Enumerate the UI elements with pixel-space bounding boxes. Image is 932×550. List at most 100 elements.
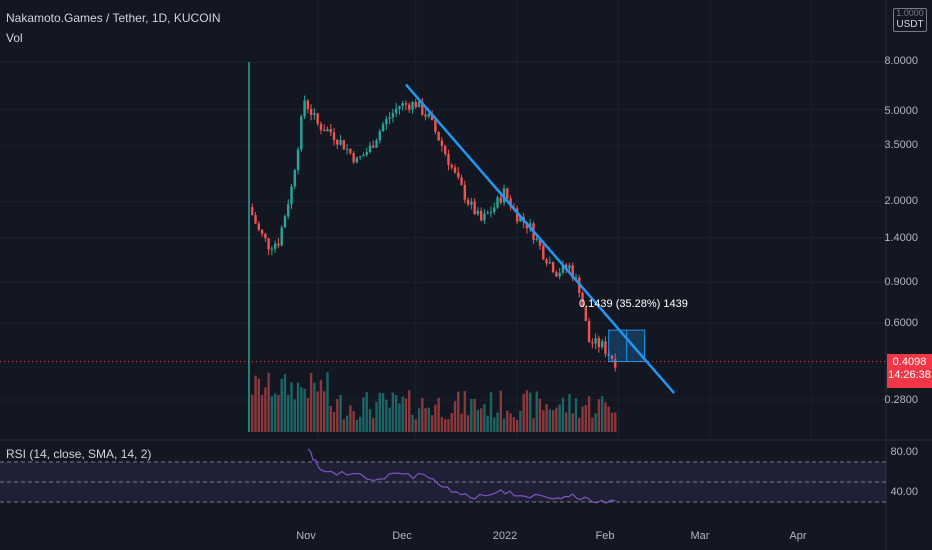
measure-annotation[interactable]: 0.1439 (35.28%) 1439 — [579, 298, 688, 310]
candle-body — [313, 113, 316, 116]
volume-bar — [440, 416, 444, 432]
volume-bar — [561, 397, 565, 432]
candle-body — [375, 140, 378, 148]
candle-body — [319, 123, 323, 130]
volume-bar — [486, 415, 489, 432]
y-tick-label: 0.6000 — [884, 317, 918, 329]
rsi-pane — [0, 448, 886, 504]
volume-bar — [538, 398, 542, 432]
candle-body — [538, 238, 542, 246]
candle-body — [496, 197, 499, 208]
volume-bar — [512, 417, 516, 432]
candle-body — [470, 201, 473, 205]
volume-bar — [476, 409, 480, 432]
volume-bar — [273, 393, 277, 432]
volume-bar — [254, 375, 257, 432]
candle-body — [309, 108, 313, 116]
candle-body — [273, 243, 277, 249]
volume-bar — [283, 374, 287, 432]
volume-bar — [326, 372, 329, 432]
rsi-line — [307, 448, 616, 504]
rsi-tick-label: 80.00 — [890, 446, 918, 458]
candle-body — [444, 145, 447, 154]
x-tick-label: Mar — [690, 530, 710, 542]
volume-bar — [323, 391, 326, 432]
volume-bar — [489, 392, 493, 432]
candle-body — [489, 211, 493, 213]
volume-bar — [270, 396, 274, 432]
candle-body — [342, 140, 346, 150]
candle-body — [300, 116, 303, 150]
candle-body — [336, 139, 339, 145]
volume-bar — [535, 391, 538, 432]
volume-bar — [610, 412, 614, 432]
volume-bar — [607, 406, 610, 432]
candle-body — [453, 167, 457, 173]
volume-bar — [336, 399, 339, 432]
volume-bar — [532, 418, 535, 432]
candle-body — [296, 149, 300, 171]
volume-bar — [587, 396, 591, 432]
candle-body — [535, 238, 538, 240]
volume-bar — [267, 372, 270, 432]
volume-bar — [329, 405, 332, 432]
x-tick-label: Apr — [789, 530, 807, 542]
candle-body — [542, 245, 545, 260]
volume-bar — [581, 406, 584, 432]
volume-bar — [558, 404, 561, 432]
volume-bar — [355, 419, 359, 432]
candle-body — [457, 172, 460, 178]
candle-body — [463, 184, 467, 200]
volume-bar — [434, 404, 437, 432]
volume-bar — [466, 415, 470, 432]
candle-body — [466, 199, 470, 205]
rsi-tick-label: 40.00 — [890, 486, 918, 498]
volume-bar — [417, 408, 421, 432]
candle-body — [493, 207, 496, 212]
volume-bar — [257, 378, 261, 432]
candle-body — [427, 113, 431, 117]
volume-bar — [421, 397, 424, 432]
candle-body — [398, 106, 401, 109]
candle-body — [411, 101, 414, 110]
candle-body — [479, 210, 483, 221]
volume-bar — [306, 398, 310, 432]
candle-body — [437, 131, 440, 141]
x-tick-label: Nov — [296, 530, 316, 542]
volume-bars — [251, 372, 617, 432]
candle-body — [597, 338, 601, 348]
candle-body — [545, 259, 548, 264]
volume-bar — [349, 405, 352, 432]
last-price-tag: 0.4098 14:26:38 — [887, 354, 932, 388]
candle-body — [251, 206, 254, 216]
volume-bar — [483, 404, 486, 432]
volume-bar — [414, 419, 417, 432]
candle-body — [486, 212, 489, 214]
candle-body — [417, 101, 421, 108]
currency-unit-badge[interactable]: 1.0000 USDT — [893, 8, 927, 32]
candle-body — [473, 201, 476, 215]
candle-body — [408, 104, 411, 110]
candle-body — [264, 233, 267, 239]
candle-body — [506, 188, 509, 199]
x-tick-label: 2022 — [492, 530, 518, 542]
volume-bar — [604, 402, 607, 432]
volume-bar — [372, 417, 375, 432]
volume-bar — [332, 412, 336, 432]
candle-body — [355, 157, 359, 163]
volume-bar — [551, 410, 555, 432]
volume-bar — [457, 391, 460, 432]
x-tick-label: Dec — [392, 530, 412, 542]
volume-bar — [378, 392, 381, 432]
drawing-overlay[interactable] — [405, 83, 676, 394]
volume-bar — [525, 390, 529, 432]
candle-body — [290, 186, 293, 205]
candle-body — [460, 177, 463, 185]
candle-body — [519, 216, 522, 222]
volume-bar — [447, 419, 450, 432]
bar-countdown: 14:26:38 — [888, 369, 931, 381]
volume-bar — [460, 413, 463, 432]
candle-body — [394, 108, 398, 114]
